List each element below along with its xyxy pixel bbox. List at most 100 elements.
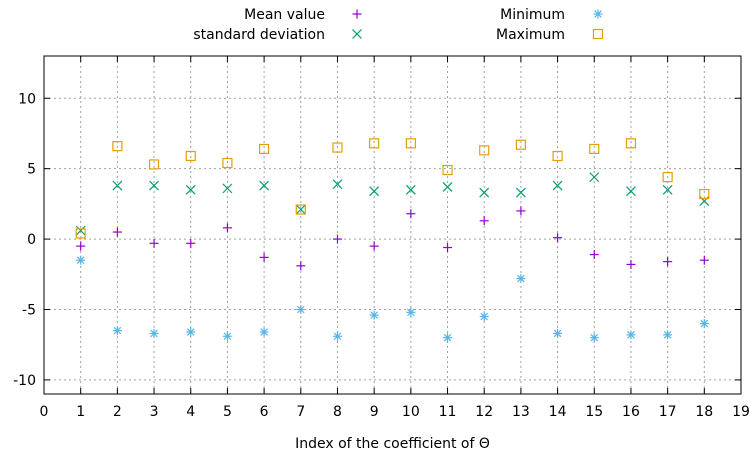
standard-deviation-point bbox=[149, 180, 159, 191]
x-tick-label: 7 bbox=[296, 404, 305, 420]
maximum-point bbox=[552, 150, 563, 162]
maximum-point bbox=[332, 142, 343, 153]
standard-deviation-point bbox=[259, 180, 270, 191]
legend-marker-minimum bbox=[593, 9, 603, 19]
minimum-point bbox=[186, 327, 196, 337]
minimum-point bbox=[443, 333, 453, 343]
maximum-point bbox=[515, 139, 526, 150]
standard-deviation-point bbox=[112, 180, 123, 191]
maximum-point bbox=[259, 143, 270, 155]
maximum-point bbox=[369, 138, 380, 149]
maximum-point bbox=[112, 141, 123, 152]
mean-value-point bbox=[369, 241, 379, 251]
mean-value-point bbox=[332, 234, 342, 244]
x-tick-label: 19 bbox=[732, 404, 749, 420]
standard-deviation-point bbox=[515, 187, 526, 198]
minimum-point bbox=[516, 274, 526, 284]
maximum-point bbox=[222, 157, 233, 169]
mean-value-point bbox=[296, 261, 306, 271]
x-tick-label: 11 bbox=[439, 404, 457, 420]
minimum-point bbox=[699, 319, 709, 329]
legend: Mean value standard deviation Minimum Maxim… bbox=[193, 7, 604, 43]
x-tick-label: 14 bbox=[549, 404, 567, 420]
x-tick-label: 4 bbox=[186, 404, 195, 420]
minimum-point bbox=[76, 255, 86, 265]
minimum-point bbox=[332, 331, 342, 341]
minimum-point bbox=[663, 330, 673, 340]
grid bbox=[44, 56, 741, 394]
mean-value-point bbox=[626, 259, 636, 269]
maximum-point bbox=[699, 188, 710, 200]
x-tick-label: 15 bbox=[585, 404, 603, 420]
maximum-point bbox=[479, 145, 490, 156]
mean-value-point bbox=[186, 238, 196, 248]
standard-deviation-point bbox=[185, 184, 196, 195]
x-tick-label: 6 bbox=[260, 404, 269, 420]
mean-value-point bbox=[222, 223, 232, 233]
mean-value-point bbox=[443, 243, 453, 253]
legend-label-maximum: Maximum bbox=[496, 27, 565, 43]
minimum-point bbox=[112, 326, 122, 336]
mean-value-point bbox=[259, 252, 269, 262]
mean-value-point bbox=[479, 216, 489, 226]
y-tick-label: 10 bbox=[18, 91, 36, 107]
mean-value-point bbox=[406, 209, 416, 219]
x-tick-label: 17 bbox=[659, 404, 677, 420]
x-tick-label: 18 bbox=[695, 404, 713, 420]
minimum-point bbox=[626, 330, 636, 340]
maximum-point bbox=[625, 138, 637, 149]
standard-deviation-point bbox=[662, 184, 673, 195]
x-tick-label: 10 bbox=[402, 404, 420, 420]
standard-deviation-point bbox=[589, 172, 600, 183]
minimum-point bbox=[369, 310, 379, 320]
minimum-point bbox=[222, 331, 232, 341]
mean-value-point bbox=[553, 233, 563, 243]
minimum-point bbox=[406, 307, 416, 317]
y-tick-label: -10 bbox=[13, 373, 36, 389]
data-points bbox=[75, 138, 710, 343]
mean-value-point bbox=[149, 238, 159, 248]
x-tick-label: 13 bbox=[512, 404, 530, 420]
mean-value-point bbox=[589, 250, 599, 260]
x-tick-label: 5 bbox=[223, 404, 232, 420]
standard-deviation-point bbox=[479, 187, 490, 198]
minimum-point bbox=[553, 328, 563, 338]
x-tick-label: 16 bbox=[622, 404, 640, 420]
standard-deviation-point bbox=[442, 182, 453, 192]
standard-deviation-point bbox=[552, 180, 563, 191]
minimum-point bbox=[259, 327, 269, 337]
mean-value-point bbox=[76, 241, 86, 251]
minimum-point bbox=[479, 312, 489, 322]
maximum-point bbox=[589, 143, 600, 155]
x-tick-label: 3 bbox=[150, 404, 159, 420]
legend-label-standard-deviation: standard deviation bbox=[193, 27, 325, 43]
standard-deviation-point bbox=[369, 186, 380, 197]
x-axis-title: Index of the coefficient of Θ bbox=[295, 436, 490, 452]
standard-deviation-point bbox=[626, 186, 636, 197]
standard-deviation-point bbox=[75, 225, 86, 236]
x-tick-label: 9 bbox=[370, 404, 379, 420]
legend-marker-mean-value bbox=[352, 9, 362, 19]
standard-deviation-point bbox=[405, 184, 416, 195]
standard-deviation-point bbox=[222, 183, 233, 194]
maximum-point bbox=[148, 159, 160, 170]
standard-deviation-point bbox=[295, 204, 306, 215]
minimum-point bbox=[296, 305, 306, 314]
maximum-point bbox=[295, 204, 306, 215]
standard-deviation-point bbox=[332, 179, 343, 190]
y-tick-label: -5 bbox=[22, 303, 36, 319]
maximum-point bbox=[75, 228, 86, 239]
mean-value-point bbox=[663, 257, 673, 267]
mean-value-point bbox=[112, 227, 122, 237]
maximum-point bbox=[405, 138, 416, 149]
legend-marker-standard-deviation bbox=[352, 29, 362, 39]
x-tick-label: 2 bbox=[113, 404, 122, 420]
legend-marker-maximum bbox=[592, 28, 604, 40]
y-tick-label: 5 bbox=[27, 162, 36, 178]
maximum-point bbox=[662, 172, 673, 183]
minimum-point bbox=[589, 333, 599, 343]
x-tick-label: 8 bbox=[333, 404, 342, 420]
mean-value-point bbox=[699, 255, 709, 265]
